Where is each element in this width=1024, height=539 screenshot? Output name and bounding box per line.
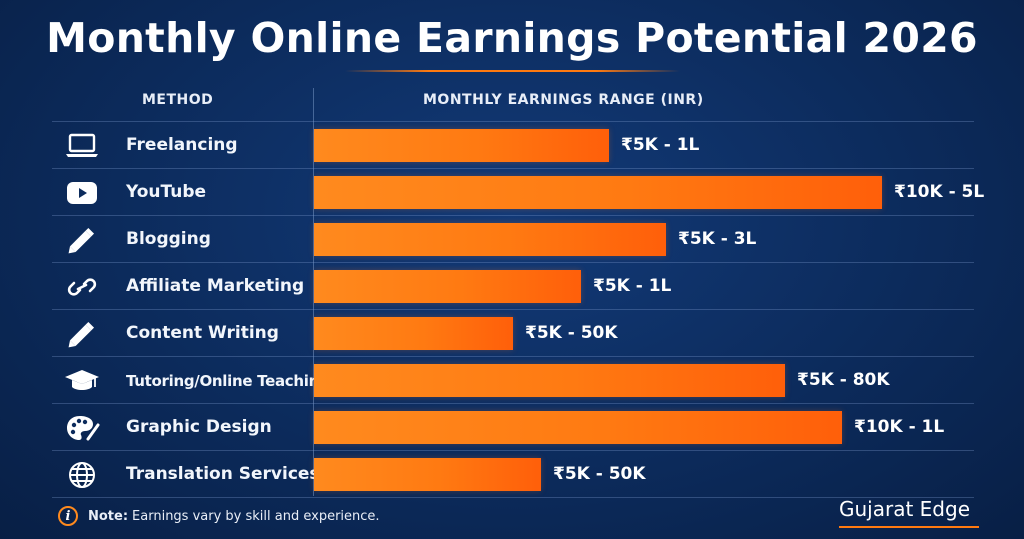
method-column-header: METHOD [142,92,214,108]
link-icon [64,272,100,302]
row-divider [52,215,974,216]
table-row: Blogging ₹5K - 3L [52,216,974,263]
method-label: Freelancing [126,135,238,155]
row-divider [52,309,974,310]
note-label: Note: [88,508,129,524]
column-divider [313,88,314,496]
method-label: Blogging [126,229,211,249]
range-column-header: MONTHLY EARNINGS RANGE (INR) [423,92,704,108]
method-label: Tutoring/Online Teaching [126,372,330,390]
method-label: Translation Services [126,464,320,484]
earnings-bar [314,364,785,397]
method-label: Affiliate Marketing [126,276,305,296]
table-row: Affiliate Marketing ₹5K - 1L [52,263,974,310]
row-divider [52,356,974,357]
brand-logo-text: Gujarat Edge [839,497,970,521]
note-text: Earnings vary by skill and experience. [132,508,380,524]
earnings-bar [314,223,666,256]
title-underline [345,70,680,72]
bar-value-label: ₹5K - 3L [678,229,757,249]
chart-title: Monthly Online Earnings Potential 2026 [46,14,978,62]
graduation-cap-icon [64,366,100,396]
row-divider [52,497,974,498]
row-divider [52,168,974,169]
earnings-bar [314,270,581,303]
table-row: Content Writing ₹5K - 50K [52,310,974,357]
bar-value-label: ₹5K - 50K [553,464,646,484]
bar-value-label: ₹5K - 1L [593,276,672,296]
method-label: YouTube [126,182,207,202]
method-label: Graphic Design [126,417,272,437]
bar-value-label: ₹10K - 5L [894,182,985,202]
brand-underline [839,526,979,528]
row-divider [52,403,974,404]
earnings-bar [314,458,541,491]
table-row: Freelancing ₹5K - 1L [52,122,974,169]
earnings-bar [314,176,882,209]
earnings-bar [314,129,609,162]
earnings-bar [314,317,513,350]
footnote: i Note: Earnings vary by skill and exper… [58,506,380,526]
pencil-icon [64,319,100,349]
row-divider [52,262,974,263]
bar-value-label: ₹5K - 1L [621,135,700,155]
palette-icon [64,413,100,443]
table-row: Translation Services ₹5K - 50K [52,451,974,498]
bar-value-label: ₹5K - 50K [525,323,618,343]
earnings-bar [314,411,842,444]
laptop-icon [64,131,100,161]
bar-value-label: ₹10K - 1L [854,417,945,437]
table-row: Graphic Design ₹10K - 1L [52,404,974,451]
table-row: Tutoring/Online Teaching ₹5K - 80K [52,357,974,404]
info-icon: i [58,506,78,526]
table-row: YouTube ₹10K - 5L [52,169,984,216]
row-divider [52,121,974,122]
youtube-play-icon [64,178,100,208]
pencil-icon [64,225,100,255]
bar-value-label: ₹5K - 80K [797,370,890,390]
globe-icon [64,460,100,490]
row-divider [52,450,974,451]
method-label: Content Writing [126,323,279,343]
